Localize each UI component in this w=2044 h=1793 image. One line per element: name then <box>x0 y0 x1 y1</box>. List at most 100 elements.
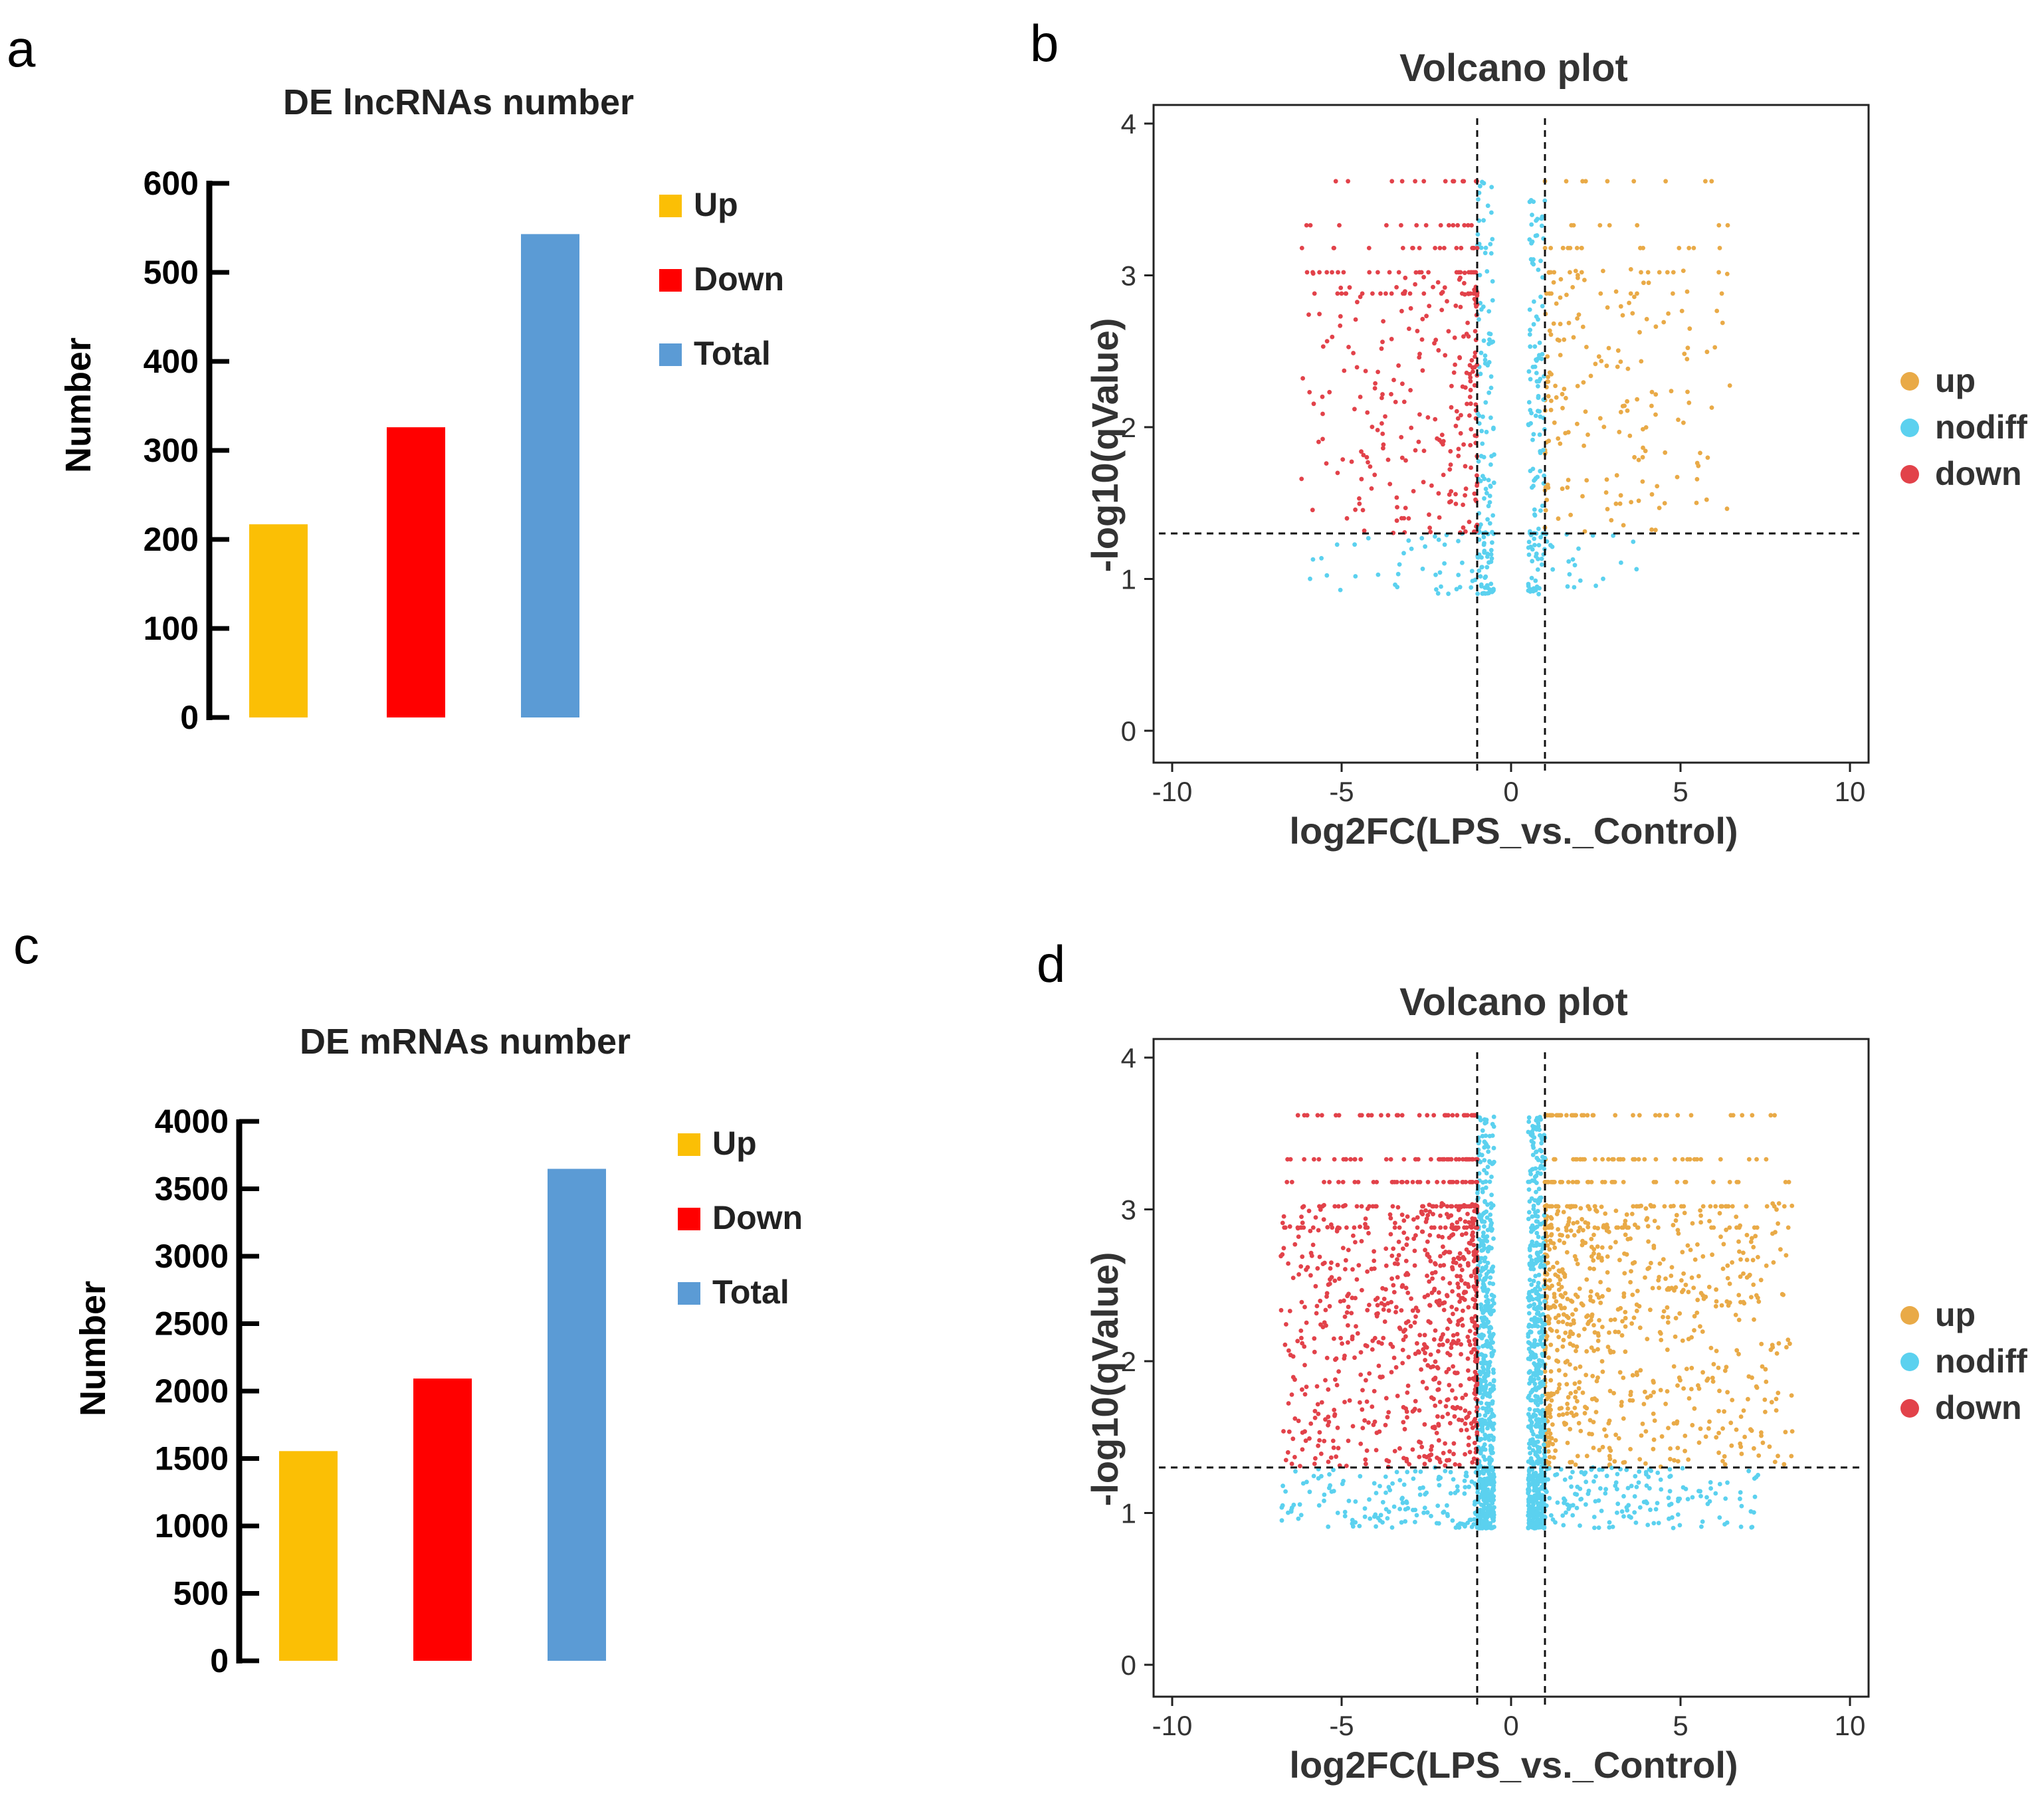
point-down <box>1425 1113 1430 1118</box>
point-down <box>1324 339 1330 343</box>
point-down <box>1436 1349 1441 1354</box>
point-up <box>1637 1113 1642 1118</box>
point-down <box>1468 375 1473 380</box>
bar-up <box>249 524 308 717</box>
point-down <box>1429 1447 1433 1452</box>
point-down <box>1394 495 1399 500</box>
point-down <box>1363 369 1368 373</box>
point-nodiff <box>1540 1434 1545 1438</box>
point-up <box>1709 405 1714 410</box>
point-up <box>1722 1409 1727 1414</box>
point-nodiff <box>1488 547 1494 553</box>
point-nodiff <box>1424 1490 1429 1495</box>
point-up <box>1548 270 1554 275</box>
point-nodiff <box>1539 1141 1544 1146</box>
point-down <box>1453 1396 1459 1401</box>
point-nodiff <box>1698 1493 1703 1499</box>
point-down <box>1457 1251 1463 1256</box>
point-nodiff <box>1486 478 1491 482</box>
point-down <box>1413 1314 1418 1319</box>
point-down <box>1466 1442 1471 1448</box>
point-up <box>1663 450 1668 455</box>
point-nodiff <box>1453 1525 1459 1530</box>
point-up <box>1739 1452 1744 1456</box>
point-up <box>1565 1401 1570 1406</box>
point-nodiff <box>1538 1287 1543 1292</box>
point-nodiff <box>1442 561 1447 566</box>
point-up <box>1669 1265 1675 1270</box>
point-nodiff <box>1450 1518 1455 1523</box>
point-up <box>1627 300 1632 306</box>
point-up <box>1572 1381 1578 1386</box>
point-down <box>1381 1296 1387 1301</box>
point-up <box>1598 291 1603 296</box>
point-nodiff <box>1376 572 1381 577</box>
point-up <box>1612 1459 1617 1464</box>
point-down <box>1446 329 1451 333</box>
point-nodiff <box>1540 1246 1546 1251</box>
chart-title: Volcano plot <box>1399 47 1628 90</box>
point-nodiff <box>1647 1486 1652 1491</box>
point-nodiff <box>1752 1510 1756 1515</box>
point-nodiff <box>1491 1236 1496 1241</box>
point-down <box>1284 1180 1290 1184</box>
point-nodiff <box>1562 1498 1568 1503</box>
point-down <box>1310 271 1316 276</box>
point-up <box>1708 1345 1714 1351</box>
point-up <box>1582 278 1587 282</box>
point-down <box>1337 223 1342 228</box>
point-nodiff <box>1532 1341 1537 1346</box>
point-up <box>1598 1300 1603 1305</box>
y-tick-label: 2 <box>1121 1346 1136 1377</box>
lncrna-bar-chart: DE lncRNAs number Number 010020030040050… <box>58 82 784 736</box>
point-down <box>1324 270 1330 275</box>
point-nodiff <box>1681 1485 1686 1490</box>
point-down <box>1399 516 1404 521</box>
point-nodiff <box>1536 557 1540 561</box>
point-up <box>1756 1299 1762 1304</box>
point-up <box>1604 1222 1609 1227</box>
bar-total <box>548 1169 606 1661</box>
point-up <box>1576 1420 1582 1426</box>
point-down <box>1363 1222 1368 1226</box>
point-nodiff <box>1533 1413 1538 1418</box>
point-down <box>1435 1180 1440 1184</box>
y-tick-label: 4000 <box>155 1103 229 1140</box>
point-nodiff <box>1526 422 1531 427</box>
point-nodiff <box>1374 1524 1379 1529</box>
point-down <box>1425 1180 1431 1184</box>
point-nodiff <box>1575 1484 1580 1489</box>
point-up <box>1783 1180 1788 1184</box>
point-up <box>1700 1329 1705 1334</box>
point-down <box>1393 399 1398 405</box>
point-nodiff <box>1487 1179 1492 1184</box>
point-down <box>1471 369 1475 374</box>
point-down <box>1300 1447 1305 1452</box>
point-nodiff <box>1487 1525 1492 1530</box>
point-nodiff <box>1478 1273 1482 1278</box>
point-up <box>1649 492 1655 497</box>
point-down <box>1466 1305 1471 1310</box>
point-nodiff <box>1667 1474 1673 1479</box>
point-nodiff <box>1633 1520 1639 1525</box>
point-down <box>1373 1297 1378 1302</box>
point-up <box>1641 280 1646 286</box>
point-up <box>1638 1368 1643 1373</box>
point-nodiff <box>1488 385 1494 391</box>
point-nodiff <box>1540 1393 1545 1398</box>
point-up <box>1565 1297 1570 1301</box>
point-up <box>1568 1204 1574 1210</box>
point-up <box>1629 1269 1633 1274</box>
point-nodiff <box>1469 569 1475 573</box>
point-down <box>1305 1265 1310 1270</box>
point-down <box>1445 1212 1449 1216</box>
point-nodiff <box>1538 1250 1543 1254</box>
point-up <box>1622 403 1627 409</box>
point-nodiff <box>1539 1149 1544 1154</box>
point-nodiff <box>1488 1480 1494 1485</box>
point-down <box>1302 1305 1307 1309</box>
point-nodiff <box>1352 542 1357 547</box>
point-down <box>1346 1340 1350 1345</box>
point-up <box>1584 1277 1589 1282</box>
point-up <box>1686 1396 1692 1401</box>
